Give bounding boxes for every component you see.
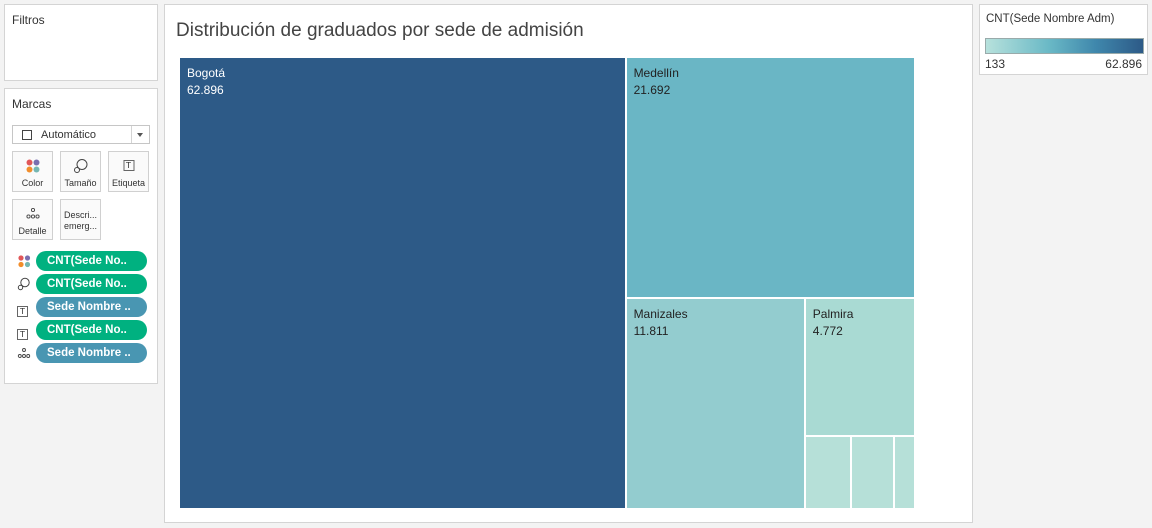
label-field-pill[interactable]: CNT(Sede No.. [36, 320, 147, 340]
color-gradient-bar [985, 38, 1144, 54]
color-legend[interactable]: CNT(Sede Nombre Adm) 133 62.896 [979, 4, 1148, 75]
treemap-tile-palmira[interactable]: Palmira 4.772 [804, 297, 915, 437]
marks-card: Marcas Automático Color Tamaño T Etiquet… [4, 88, 158, 384]
treemap-tile-small[interactable] [851, 436, 894, 509]
tile-value-label: 21.692 [633, 83, 671, 97]
dropdown-arrow-icon[interactable] [131, 126, 149, 143]
worksheet-view: Distribución de graduados por sede de ad… [164, 4, 973, 523]
detail-icon [25, 207, 40, 219]
size-button[interactable]: Tamaño [60, 151, 101, 192]
label-icon: T [17, 324, 31, 340]
treemap-chart[interactable]: Bogotá 62.896 Medellín 21.692 Manizales 11.81… [179, 57, 915, 509]
legend-title: CNT(Sede Nombre Adm) [986, 13, 1115, 25]
tile-name-label: Manizales [633, 306, 688, 321]
color-field-pill[interactable]: CNT(Sede No.. [36, 251, 147, 271]
size-icon [73, 159, 87, 173]
tile-name-label: Bogotá [187, 66, 226, 80]
treemap-tile-manizales[interactable]: Manizales 11.811 [625, 297, 805, 509]
label-icon: T [17, 301, 31, 317]
tooltip-button-label-line1: Descri... [63, 210, 97, 220]
tile-value-label: 62.896 [187, 83, 224, 97]
label-button-label: Etiqueta [111, 178, 146, 188]
treemap-tile-small[interactable] [804, 436, 852, 509]
detail-button[interactable]: Detalle [12, 199, 53, 240]
marks-row-detail: Sede Nombre .. [5, 343, 159, 363]
treemap-tile-medellin[interactable]: Medellín 21.692 [625, 57, 915, 298]
tooltip-button[interactable]: Descri... emerg... [60, 199, 101, 240]
size-field-pill[interactable]: CNT(Sede No.. [36, 274, 147, 294]
color-button[interactable]: Color [12, 151, 53, 192]
tile-name-label: Medellín [633, 66, 679, 80]
size-button-label: Tamaño [64, 178, 97, 188]
color-button-label: Color [21, 178, 44, 188]
marks-row-label-2: T CNT(Sede No.. [5, 320, 159, 340]
color-icon [26, 159, 39, 173]
tooltip-button-label-line2: emerg... [63, 221, 97, 231]
tile-value-label: 11.811 [633, 323, 669, 338]
treemap-tile-bogota[interactable]: Bogotá 62.896 [179, 57, 626, 509]
mark-type-dropdown[interactable]: Automático [12, 125, 150, 144]
marks-title: Marcas [12, 97, 52, 111]
label-button[interactable]: T Etiqueta [108, 151, 149, 192]
square-mark-icon [22, 130, 32, 140]
filters-shelf[interactable]: Filtros [4, 4, 158, 81]
legend-min-value: 133 [985, 57, 1006, 71]
detail-icon [17, 348, 31, 358]
filters-title: Filtros [12, 13, 45, 27]
detail-button-label: Detalle [18, 226, 47, 236]
size-icon [17, 277, 30, 291]
treemap-tile-small[interactable] [893, 436, 915, 509]
mark-type-value: Automático [41, 129, 97, 141]
detail-field-pill[interactable]: Sede Nombre .. [36, 343, 147, 363]
color-icon [18, 255, 31, 268]
worksheet-title: Distribución de graduados por sede de ad… [176, 20, 584, 41]
text-label-icon: T [123, 160, 134, 171]
marks-row-size: CNT(Sede No.. [5, 274, 159, 294]
marks-row-color: CNT(Sede No.. [5, 251, 159, 271]
tile-name-label: Palmira [812, 306, 854, 321]
legend-max-value: 62.896 [1105, 57, 1142, 71]
tile-value-label: 4.772 [812, 323, 843, 338]
label-field-pill[interactable]: Sede Nombre .. [36, 297, 147, 317]
marks-row-label-1: T Sede Nombre .. [5, 297, 159, 317]
